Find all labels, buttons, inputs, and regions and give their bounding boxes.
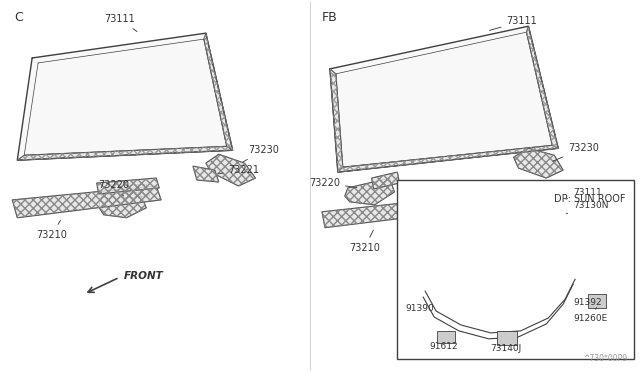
Text: 73210: 73210 <box>36 220 67 240</box>
Text: 73111: 73111 <box>566 189 602 199</box>
Polygon shape <box>330 26 558 172</box>
Polygon shape <box>12 186 161 218</box>
Polygon shape <box>17 33 233 160</box>
Bar <box>588 294 606 308</box>
Polygon shape <box>122 184 149 198</box>
Polygon shape <box>193 166 219 182</box>
Polygon shape <box>454 198 608 247</box>
Text: 73230: 73230 <box>553 143 599 161</box>
Text: 91392: 91392 <box>573 298 602 307</box>
Polygon shape <box>417 204 601 262</box>
Text: DP: SUN ROOF: DP: SUN ROOF <box>554 194 626 204</box>
Polygon shape <box>338 145 558 172</box>
Polygon shape <box>322 196 471 228</box>
Polygon shape <box>566 253 606 277</box>
Text: 91260E: 91260E <box>573 308 607 324</box>
Text: 73111: 73111 <box>490 16 538 31</box>
Polygon shape <box>407 186 470 203</box>
Bar <box>437 331 455 343</box>
Text: 73210: 73210 <box>349 230 380 253</box>
Polygon shape <box>410 210 563 262</box>
Polygon shape <box>206 154 255 186</box>
Text: C: C <box>14 11 23 24</box>
Text: FRONT: FRONT <box>124 271 163 281</box>
Text: FB: FB <box>322 11 338 24</box>
Polygon shape <box>372 172 399 189</box>
Polygon shape <box>204 33 233 150</box>
Text: 73111: 73111 <box>104 14 137 32</box>
Polygon shape <box>97 178 159 194</box>
Polygon shape <box>560 244 608 262</box>
Text: 73130N: 73130N <box>566 201 609 214</box>
Polygon shape <box>345 178 394 205</box>
Text: ^730*00P9: ^730*00P9 <box>584 354 628 363</box>
Text: 73140J: 73140J <box>491 344 522 353</box>
Text: 73230: 73230 <box>243 145 280 162</box>
Polygon shape <box>527 26 558 148</box>
Text: 91390: 91390 <box>405 304 434 313</box>
Polygon shape <box>330 69 343 172</box>
Polygon shape <box>410 198 608 257</box>
Text: 73220: 73220 <box>98 180 129 196</box>
Text: 73221: 73221 <box>218 165 260 175</box>
Bar <box>397 180 634 359</box>
Text: 91612: 91612 <box>429 342 458 351</box>
Polygon shape <box>410 198 457 214</box>
Polygon shape <box>99 192 147 218</box>
Polygon shape <box>513 148 563 178</box>
Text: 73220: 73220 <box>309 178 357 188</box>
Bar <box>497 331 516 345</box>
Polygon shape <box>17 146 233 160</box>
